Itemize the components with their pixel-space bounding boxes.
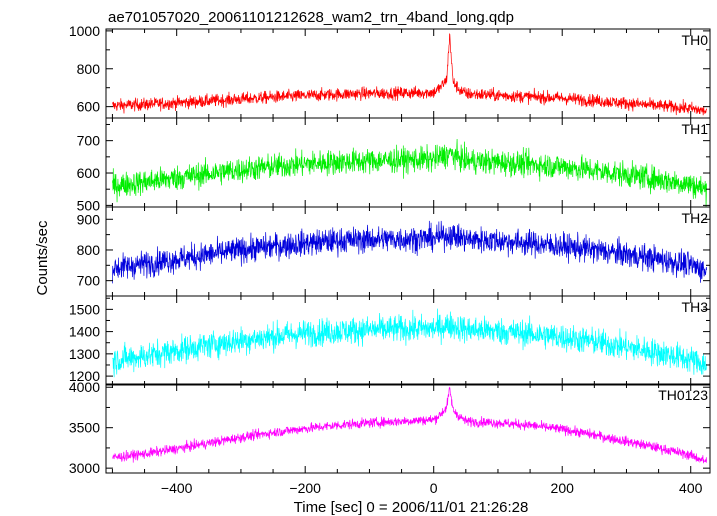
y-tick-label: 3500	[69, 420, 100, 436]
panel-label: TH0	[682, 32, 709, 48]
y-axis-label: Counts/sec	[34, 220, 51, 296]
y-tick-label: 900	[77, 211, 101, 227]
panel-th0123: 3000 3500 4000 TH0123 −400 −200 0 200 400	[69, 379, 711, 496]
y-tick-label: 600	[77, 165, 101, 181]
x-tick-label: −200	[289, 480, 321, 496]
series-line-th1	[112, 138, 707, 207]
panel-label: TH0123	[658, 387, 708, 403]
panel-label: TH3	[682, 299, 709, 315]
y-tick-label: 600	[77, 99, 101, 115]
x-tick-label: 200	[551, 480, 575, 496]
series-line-th0123	[112, 386, 707, 464]
panel-th1: 500 600 700 TH1	[77, 117, 711, 213]
series-line-th2	[112, 220, 707, 284]
panel-label: TH1	[682, 121, 709, 137]
panel-label: TH2	[682, 210, 709, 226]
y-tick-label: 800	[77, 242, 101, 258]
x-tick-label: 400	[679, 480, 703, 496]
chart-title: ae701057020_20061101212628_wam2_trn_4ban…	[108, 9, 514, 26]
y-tick-label: 4000	[69, 379, 100, 395]
y-tick-label: 3000	[69, 460, 100, 476]
y-tick-label: 700	[77, 273, 101, 289]
y-tick-label: 1400	[69, 324, 100, 340]
x-axis-label: Time [sec] 0 = 2006/11/01 21:26:28	[294, 499, 529, 516]
x-tick-label: 0	[430, 480, 438, 496]
panel-th2: 700 800 900 TH2	[77, 206, 711, 297]
y-tick-label: 500	[77, 197, 101, 213]
chart-panels: 600 800 1000 TH0 500 600 700 TH1 700 800 900 TH2 120…	[69, 23, 711, 496]
y-tick-label: 800	[77, 61, 101, 77]
y-tick-label: 700	[77, 133, 101, 149]
y-tick-label: 1300	[69, 346, 100, 362]
y-tick-label: 1000	[69, 23, 100, 39]
series-line-th3	[112, 308, 707, 378]
panel-th0: 600 800 1000 TH0	[69, 23, 711, 119]
panel-frame	[105, 383, 711, 474]
panel-th3: 1200 1300 1400 1500 TH3	[69, 295, 711, 386]
y-tick-label: 1500	[69, 301, 100, 317]
y-tick-label: 1200	[69, 368, 100, 384]
panel-frame	[105, 295, 711, 386]
series-line-th0	[112, 33, 707, 116]
x-tick-label: −400	[161, 480, 193, 496]
